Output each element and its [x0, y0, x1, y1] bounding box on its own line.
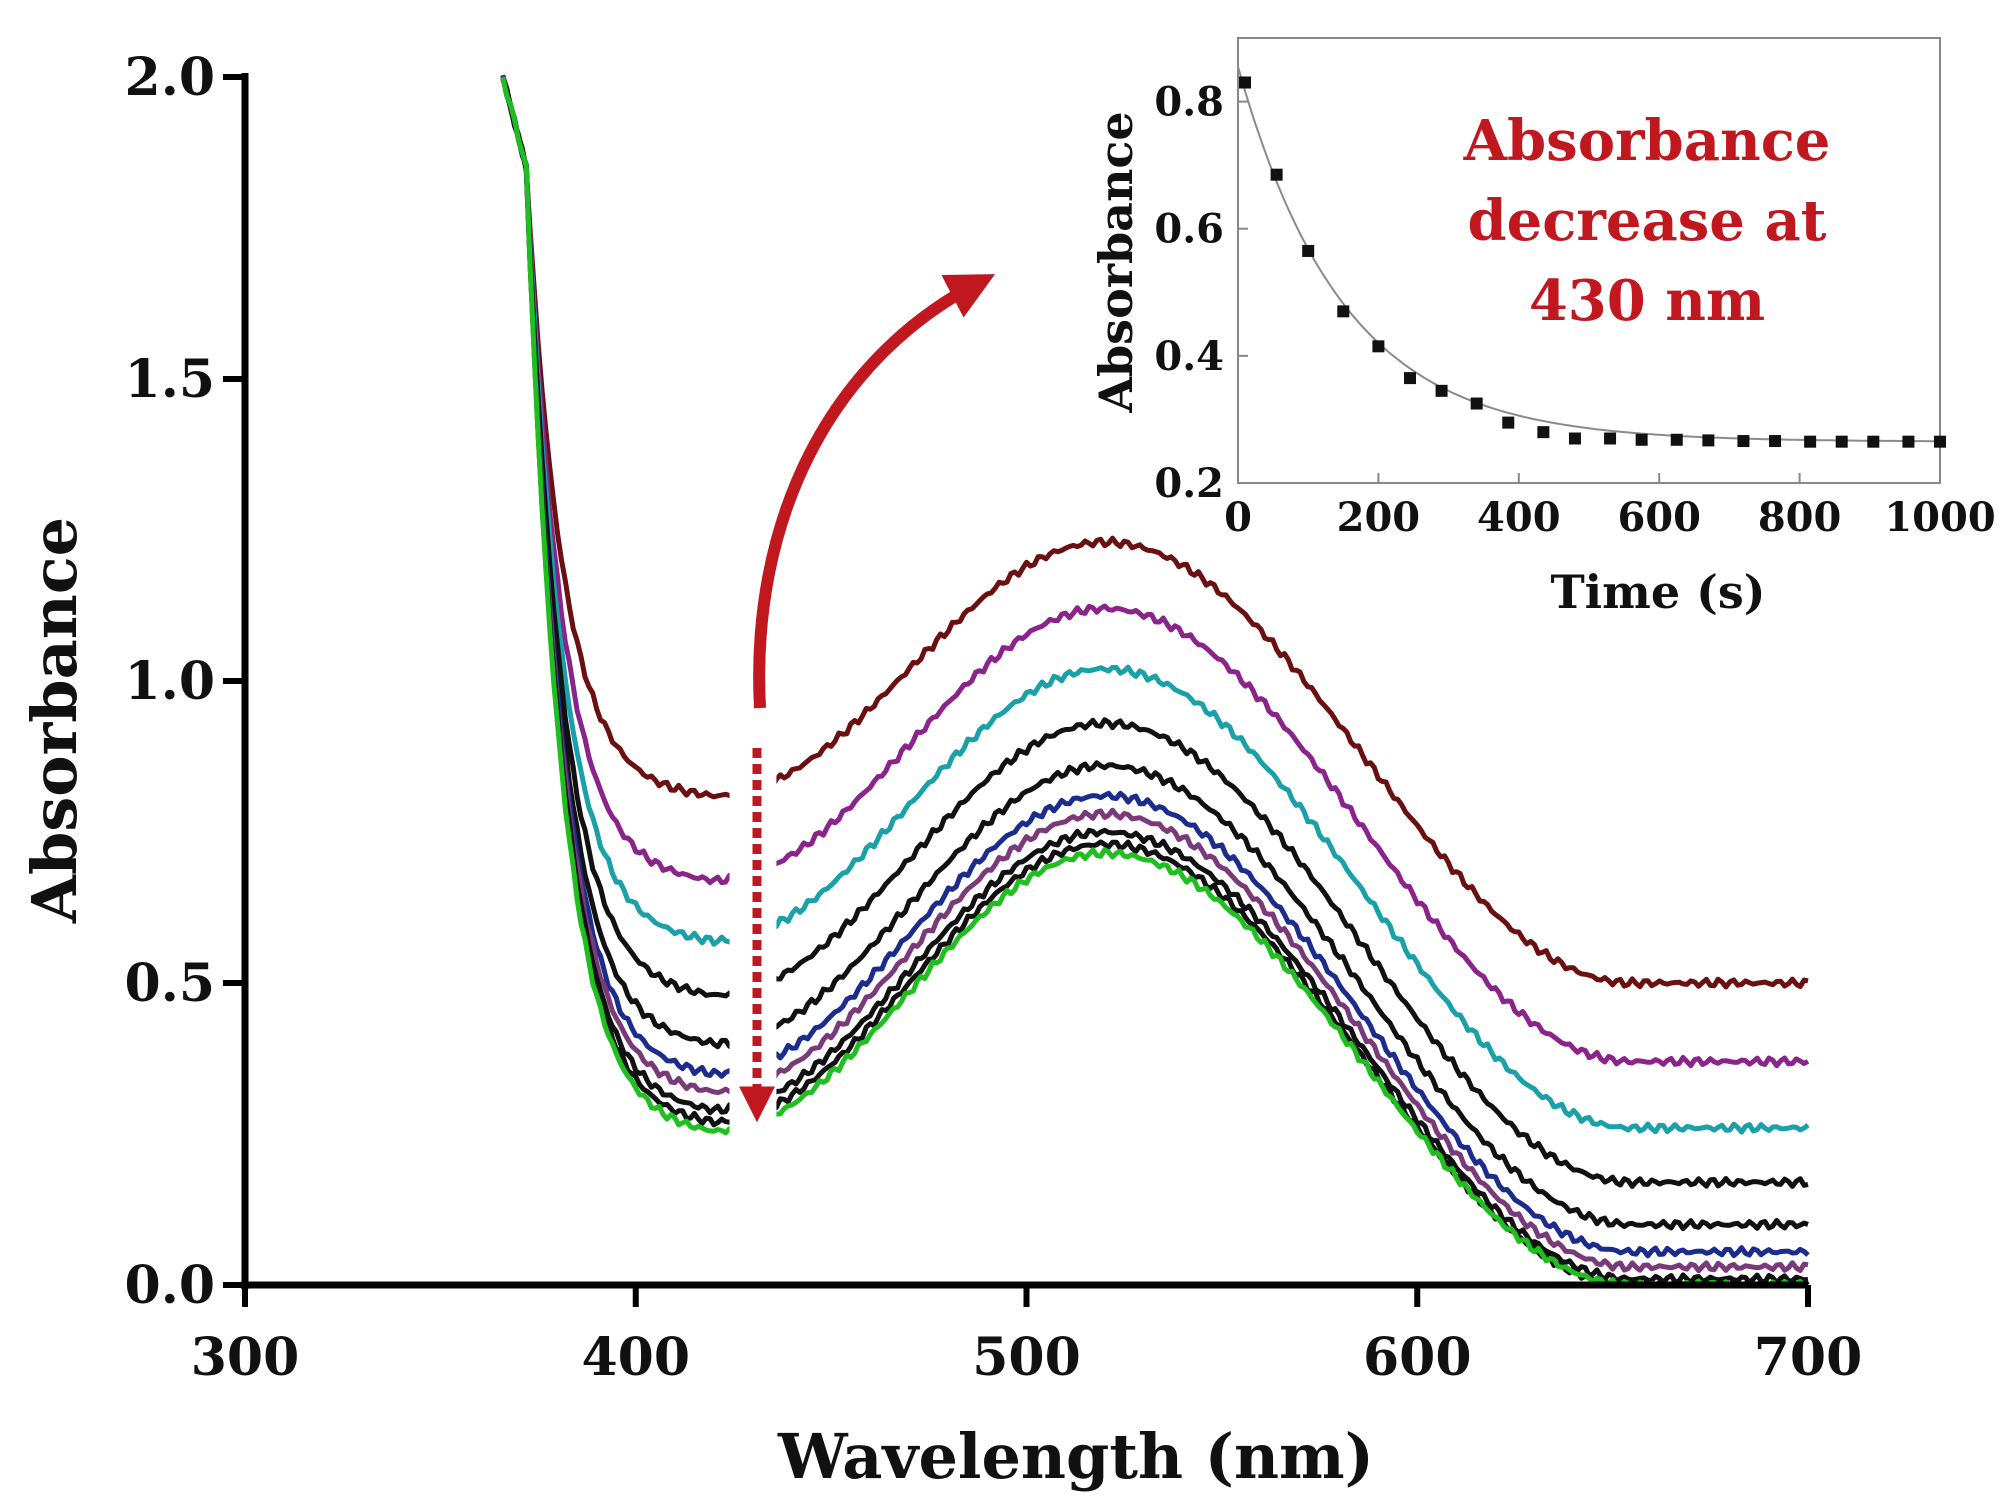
spectrum-series-group [500, 74, 1810, 1288]
spectrum-line-t5 [500, 75, 1809, 1232]
inset-data-point [1403, 372, 1416, 385]
main-x-tick-label: 600 [1363, 1327, 1472, 1388]
main-x-tick-label: 500 [972, 1327, 1081, 1388]
inset-data-point [1270, 168, 1283, 181]
main-y-tick-label: 1.0 [125, 651, 215, 712]
inset-plot-frame [1237, 37, 1941, 484]
inset-data-point [1737, 435, 1750, 448]
inset-y-tick-label: 0.2 [1154, 460, 1224, 507]
inset-data-point [1702, 434, 1715, 447]
inset-fit-curve [1237, 66, 1940, 443]
inset-data-point [1934, 435, 1946, 448]
inset-data-point [1902, 435, 1915, 448]
inset-kinetics-chart: 0 200 400 600 800 1000 0.2 0.4 0.6 0.8 Time (s) A… [1089, 37, 1996, 619]
main-spectrum-chart: 300 400 500 600 700 0.0 0.5 1.0 1.5 2.0 Wavelengt… [18, 47, 1862, 1493]
main-y-tick-label: 0.0 [125, 1255, 215, 1316]
spectrum-line-t9 [500, 78, 1810, 1288]
main-x-tick-label: 300 [191, 1327, 300, 1388]
inset-data-point [1537, 426, 1550, 439]
inset-data-point [1502, 416, 1515, 429]
inset-x-tick-label: 200 [1337, 494, 1421, 541]
main-y-tick-label: 0.5 [125, 953, 215, 1014]
inset-x-tick-label: 1000 [1884, 494, 1995, 541]
inset-data-point [1867, 435, 1880, 448]
inset-data-point [1568, 432, 1581, 445]
inset-data-points [1239, 76, 1946, 448]
inset-x-tick-label: 0 [1224, 494, 1252, 541]
inset-data-point [1337, 305, 1350, 318]
main-y-tick-label: 2.0 [125, 47, 215, 108]
annotation-line-3: 430 nm [1529, 268, 1765, 334]
curved-arrow [753, 274, 996, 709]
inset-x-tick-label: 800 [1758, 494, 1842, 541]
main-x-axis-label: Wavelength (nm) [777, 1420, 1374, 1493]
inset-data-point [1470, 397, 1483, 410]
spectrum-line-t10 [500, 76, 1808, 1288]
inset-axis-ticks: 0 200 400 600 800 1000 0.2 0.4 0.6 0.8 [1154, 79, 1995, 541]
main-x-tick-label: 400 [581, 1327, 690, 1388]
spectrum-line-t1 [500, 75, 1809, 990]
annotation-line-1: Absorbance [1463, 108, 1831, 174]
inset-y-tick-label: 0.6 [1154, 206, 1224, 253]
inset-data-point [1670, 433, 1683, 446]
inset-x-axis-label: Time (s) [1550, 565, 1765, 619]
inset-y-tick-label: 0.8 [1154, 79, 1224, 126]
annotation-line-2: decrease at [1467, 188, 1826, 254]
spectrum-line-t6 [500, 74, 1810, 1259]
inset-data-point [1769, 435, 1782, 448]
inset-data-point [1635, 433, 1648, 446]
inset-x-tick-label: 400 [1477, 494, 1561, 541]
inset-data-point [1239, 76, 1252, 89]
spectrum-line-t2 [500, 78, 1810, 1069]
main-axis-ticks: 300 400 500 600 700 0.0 0.5 1.0 1.5 2.0 [125, 47, 1863, 1388]
inset-data-point [1604, 432, 1617, 445]
spectrum-line-t4 [500, 77, 1809, 1189]
inset-x-tick-label: 600 [1617, 494, 1701, 541]
inset-data-point [1372, 340, 1385, 353]
main-x-tick-label: 700 [1754, 1327, 1863, 1388]
annotation-text: Absorbance decrease at 430 nm [1463, 108, 1831, 334]
main-y-axis-label: Absorbance [18, 517, 91, 924]
spectrum-line-t7 [500, 75, 1809, 1274]
spectrum-line-t3 [500, 77, 1810, 1135]
inset-data-point [1804, 435, 1817, 448]
inset-data-point [1835, 435, 1848, 448]
inset-data-point [1302, 244, 1315, 257]
inset-data-point [1435, 384, 1448, 397]
main-y-tick-label: 1.5 [125, 349, 215, 410]
inset-y-tick-label: 0.4 [1154, 333, 1224, 380]
inset-y-axis-label: Absorbance [1089, 111, 1143, 413]
